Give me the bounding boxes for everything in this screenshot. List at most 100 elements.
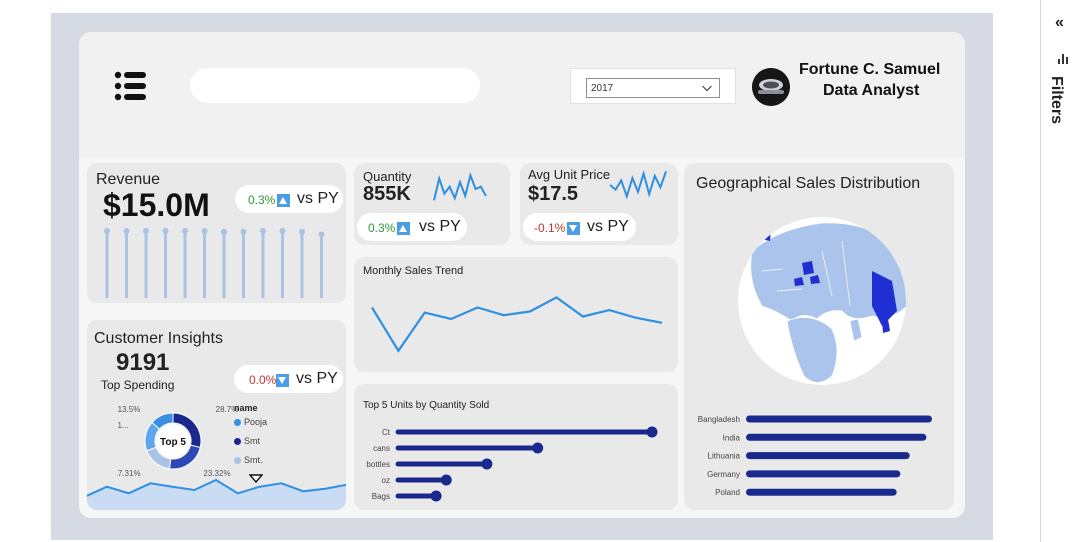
revenue-card: Revenue $15.0M 0.3% vs PY: [87, 163, 346, 303]
monthly-trend-card: Monthly Sales Trend: [354, 257, 678, 372]
unit-bar-dot: [646, 426, 658, 438]
unit-bar-dot: [440, 474, 452, 486]
country-bar[interactable]: [746, 488, 897, 496]
revenue-bar-dot: [201, 228, 208, 235]
year-dropdown[interactable]: 2017: [586, 78, 720, 98]
world-map-globe[interactable]: [732, 211, 912, 391]
customer-title: Customer Insights: [94, 330, 223, 347]
unit-label: cans: [373, 444, 390, 453]
filter-bars-icon: [1058, 54, 1068, 64]
revenue-change: 0.3%: [248, 193, 276, 207]
unit-label: bottles: [366, 460, 390, 469]
top-units-title: Top 5 Units by Quantity Sold: [363, 400, 490, 411]
quantity-change-pill: 0.3% vs PY: [357, 213, 467, 241]
customer-value: 9191: [116, 349, 170, 376]
customer-trend-line: [87, 478, 346, 497]
donut-hole: [156, 424, 190, 458]
filters-pane-label[interactable]: Filters: [1048, 76, 1065, 125]
geo-title: Geographical Sales Distribution: [696, 175, 921, 192]
geo-card: Geographical Sales Distribution Banglade…: [684, 163, 954, 510]
revenue-bar-dot: [240, 228, 247, 235]
quantity-value: 855K: [363, 183, 411, 205]
country-label: India: [723, 433, 741, 442]
unit-bar-dot: [481, 458, 493, 470]
revenue-bar-dot: [299, 228, 305, 235]
country-label: Lithuania: [708, 452, 741, 461]
quantity-card: Quantity 855K 0.3% vs PY: [354, 163, 510, 245]
profile-name: Fortune C. Samuel: [799, 61, 941, 78]
down-arrow-icon: [567, 222, 580, 236]
search-input[interactable]: [190, 68, 480, 103]
customer-trend-area: [87, 480, 346, 510]
filters-pane: [1040, 0, 1080, 542]
chevron-down-icon: [702, 85, 712, 92]
geo-bar-chart: Bangladesh India Lithuania Germany Poland: [698, 415, 932, 497]
revenue-bar-dot: [318, 231, 325, 238]
revenue-bar-dot: [279, 228, 286, 235]
revenue-bar-dot: [104, 228, 110, 235]
avatar: [752, 68, 790, 106]
profile-role: Data Analyst: [823, 82, 920, 99]
donut-center-label: Top 5: [160, 437, 186, 448]
donut-slice-label: 17.31%: [117, 469, 141, 478]
avg-price-title: Avg Unit Price: [528, 167, 611, 182]
customer-vs-label: vs PY: [296, 370, 338, 387]
legend-label: Smt.: [244, 455, 263, 465]
down-arrow-icon: [276, 374, 289, 388]
quantity-change: 0.3%: [368, 221, 396, 235]
country-bar[interactable]: [746, 452, 910, 460]
revenue-bar-dot: [182, 228, 188, 235]
avg-price-card: Avg Unit Price $17.5 -0.1% vs PY: [520, 163, 678, 245]
donut-slice-label: 1...: [117, 421, 128, 430]
monthly-trend-title: Monthly Sales Trend: [363, 265, 464, 277]
avg-price-change-pill: -0.1% vs PY: [523, 213, 636, 241]
country-bar[interactable]: [746, 470, 901, 478]
avg-price-sparkline: [609, 170, 667, 200]
donut-legend: Pooja Smt Smt.: [234, 416, 267, 473]
revenue-bar-dot: [123, 228, 130, 235]
unit-label: Bags: [372, 492, 390, 501]
donut-slice-label: 13.5%: [118, 405, 141, 414]
revenue-bar-dot: [143, 228, 149, 235]
legend-dot: [234, 438, 241, 446]
legend-item[interactable]: Pooja: [234, 416, 267, 435]
customer-trend-area-chart: [87, 478, 346, 510]
country-label: Germany: [707, 470, 740, 479]
country-label: Bangladesh: [698, 415, 740, 424]
legend-label: Smt: [244, 436, 261, 446]
quantity-sparkline: [433, 171, 487, 201]
revenue-title: Revenue: [96, 171, 161, 188]
legend-label: Pooja: [244, 417, 268, 427]
collapse-filters-button[interactable]: «: [1055, 14, 1064, 31]
country-bar[interactable]: [746, 415, 932, 423]
top-units-bar-chart: Ct cans bottles oz Bags: [366, 426, 658, 502]
hamburger-menu-icon[interactable]: [112, 70, 148, 102]
quantity-sparkline-series: [433, 171, 487, 201]
unit-bar-dot: [430, 490, 442, 502]
unit-label: Ct: [382, 428, 391, 437]
quantity-title: Quantity: [363, 169, 412, 184]
revenue-vs-label: vs PY: [297, 190, 339, 207]
monthly-trend-series: [371, 296, 663, 353]
legend-dot: [234, 419, 241, 427]
legend-item[interactable]: Smt: [234, 435, 267, 454]
customer-change-pill: 0.0% vs PY: [234, 365, 343, 393]
country-bar[interactable]: [746, 433, 927, 441]
up-arrow-icon: [397, 222, 410, 236]
donut-slice[interactable]: [151, 412, 174, 430]
revenue-lollipop-chart: [104, 228, 325, 299]
avg-price-sparkline-series: [609, 170, 667, 200]
year-slicer: 2017: [570, 68, 736, 104]
year-dropdown-value: 2017: [591, 83, 614, 94]
unit-label: oz: [382, 476, 390, 485]
avg-price-value: $17.5: [528, 183, 579, 205]
up-arrow-icon: [277, 194, 290, 208]
country-label: Poland: [715, 488, 740, 497]
avg-price-change: -0.1%: [534, 221, 566, 235]
top5-donut-chart: 28.7% 23.32% 17.31% 1... 13.5% Top 5: [117, 405, 238, 478]
revenue-value: $15.0M: [103, 187, 210, 223]
customer-change: 0.0%: [249, 373, 277, 387]
legend-item[interactable]: Smt.: [234, 454, 267, 473]
avg-price-vs-label: vs PY: [587, 218, 629, 235]
customer-subtitle: Top Spending: [101, 378, 175, 392]
